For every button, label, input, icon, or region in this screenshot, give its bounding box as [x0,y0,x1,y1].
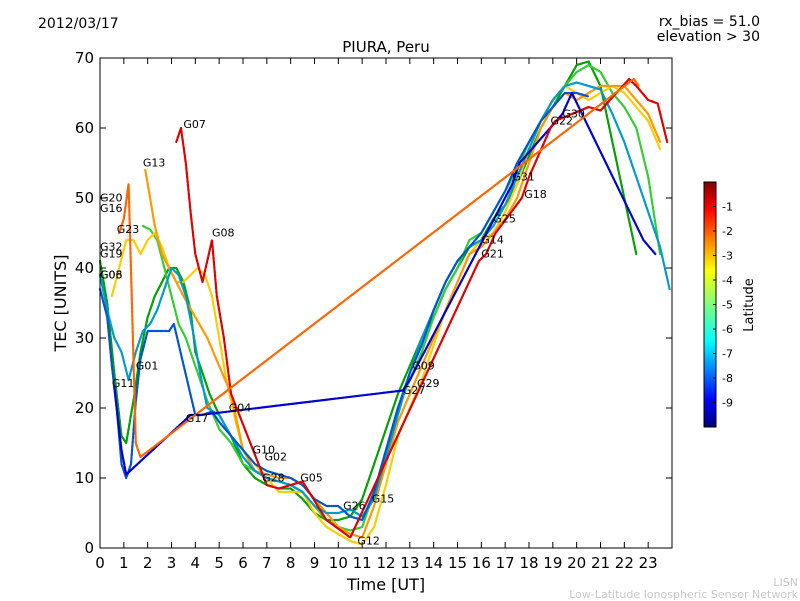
footer-lisn: LISN [773,576,798,589]
satellite-label-g30: G30 [562,108,585,121]
x-tick-label: 0 [95,554,105,572]
tec-series-9 [117,77,640,459]
colorbar-tick-label: -8 [722,372,733,385]
date-label: 2012/03/17 [38,16,119,32]
satellite-label-g05: G05 [300,472,323,485]
x-tick-label: 7 [262,554,272,572]
x-tick-label: 23 [639,554,658,572]
chart-title: PIURA, Peru [342,38,429,56]
y-tick-label: 40 [75,259,94,277]
x-tick-label: 15 [448,554,467,572]
x-tick-label: 21 [591,554,610,572]
tec-series-5 [98,81,671,518]
satellite-label-g02: G02 [265,451,288,464]
satellite-label-g17: G17 [186,412,209,425]
x-tick-label: 11 [353,554,372,572]
satellite-label-g04: G04 [229,402,252,415]
x-tick-label: 8 [286,554,296,572]
satellite-label-g06: G06 [100,269,123,282]
satellite-label-g13: G13 [143,157,166,170]
x-tick-label: 22 [615,554,634,572]
colorbar-tick-label: -4 [722,274,733,287]
colorbar-label: Latitude [742,278,757,332]
satellite-label-g08: G08 [212,227,235,240]
colorbar-tick-label: -2 [722,225,733,238]
y-axis-label: TEC [UNITS] [51,255,70,353]
footer-network: Low-Latitude Ionospheric Sensor Network [569,588,798,601]
satellite-label-g07: G07 [183,118,206,131]
x-axis-label: Time [UT] [346,575,425,594]
y-tick-label: 60 [75,119,94,137]
tec-series-8 [175,77,669,539]
colorbar-tick-label: -5 [722,299,733,312]
satellite-label-g26: G26 [343,500,366,513]
satellite-label-g32: G32 [100,241,123,254]
tec-series-7 [113,91,657,476]
elevation-label: elevation > 30 [656,29,760,45]
x-tick-label: 9 [310,554,320,572]
y-tick-label: 70 [75,49,94,67]
x-tick-label: 13 [400,554,419,572]
colorbar: -1 -2 -3 -4 -5 -6 -7 -8 -9 [703,181,733,428]
colorbar-tick-label: -9 [722,397,733,410]
satellite-label-g16: G16 [100,202,123,215]
satellite-label-g22: G22 [551,115,574,128]
satellite-label-g18: G18 [524,188,547,201]
satellite-label-g23: G23 [117,223,140,236]
tec-series-6 [98,91,590,522]
satellite-label-g31: G31 [512,171,535,184]
colorbar-tick-label: -3 [722,250,733,263]
x-axis: 0 1 2 3 4 5 6 7 8 9 10 11 12 13 14 15 16 17 18 19 20 21 22 23 [95,58,658,572]
tec-series-2 [141,63,662,532]
satellite-label-g14: G14 [481,234,504,247]
tec-series-4 [144,84,662,539]
series-group [98,60,671,546]
satellite-label-g15: G15 [372,493,395,506]
satellite-label-g27: G27 [403,384,426,397]
satellite-label-g20: G20 [100,192,123,205]
x-tick-label: 16 [472,554,491,572]
x-tick-label: 20 [567,554,586,572]
y-tick-label: 10 [75,469,94,487]
satellite-label-g01: G01 [136,360,159,373]
satellite-label-g28: G28 [262,472,285,485]
satellite-label-g09: G09 [412,360,435,373]
x-tick-label: 10 [329,554,348,572]
satellite-label-g19: G19 [100,248,123,261]
x-tick-label: 6 [238,554,248,572]
satellite-label-g12: G12 [357,535,380,548]
y-tick-label: 30 [75,329,94,347]
plot-frame [99,57,673,549]
satellite-label-g03: G03 [100,269,123,282]
y-tick-label: 20 [75,399,94,417]
y-axis: 0 10 20 30 40 50 60 70 [75,49,672,557]
x-tick-label: 3 [167,554,177,572]
satellite-label-g21: G21 [481,248,504,261]
x-tick-label: 12 [376,554,395,572]
x-tick-label: 1 [119,554,129,572]
x-tick-label: 4 [191,554,201,572]
satellite-label-g25: G25 [493,213,516,226]
y-tick-label: 50 [75,189,94,207]
colorbar-tick-label: -7 [722,348,733,361]
rx-bias-label: rx_bias = 51.0 [658,14,760,30]
x-tick-label: 14 [424,554,443,572]
satellite-label-g29: G29 [417,377,440,390]
y-tick-label: 0 [84,539,94,557]
x-tick-label: 17 [496,554,515,572]
satellite-label-g10: G10 [253,444,276,457]
x-tick-label: 2 [143,554,153,572]
x-tick-label: 5 [214,554,224,572]
satellite-label-g11: G11 [112,377,135,390]
x-tick-label: 19 [543,554,562,572]
colorbar-tick-label: -6 [722,323,733,336]
colorbar-tick-label: -1 [722,201,733,214]
x-tick-label: 18 [519,554,538,572]
